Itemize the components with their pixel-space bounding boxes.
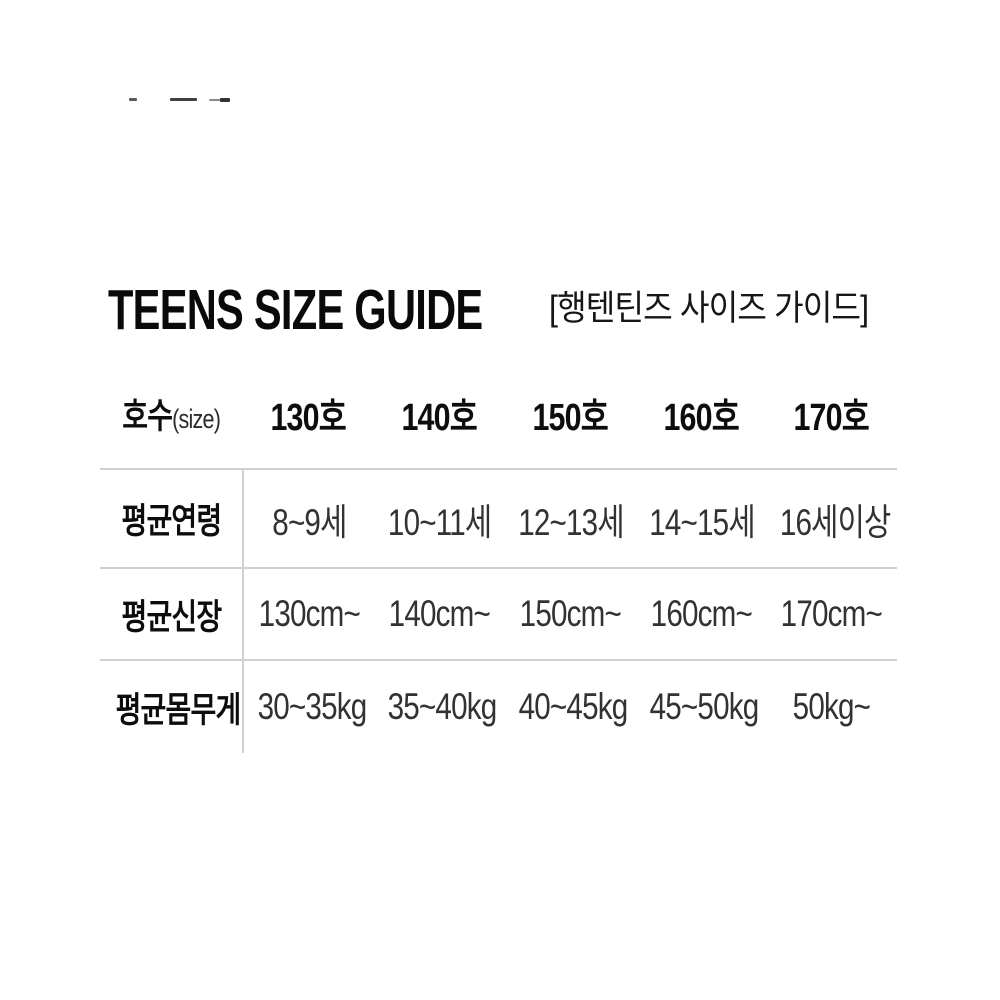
table-cell: 45~50kg [636, 659, 766, 753]
page-title: TEENS SIZE GUIDE [108, 278, 483, 342]
table-cell: 12~13세 [505, 468, 636, 568]
column-header: 130호 [270, 396, 347, 439]
table-header-row: 호수(size) 130호 140호 150호 160호 170호 [100, 370, 897, 469]
page-title-korean: [행텐틴즈 사이즈 가이드] [549, 289, 869, 328]
table-cell: 140cm~ [374, 567, 505, 660]
table-cell: 10~11세 [374, 468, 505, 568]
table-cell: 30~35kg [243, 659, 374, 753]
row-label-cell: 평균몸무게 [100, 659, 244, 753]
corner-label: 호수 [122, 396, 174, 436]
artifact-dash [129, 98, 137, 101]
table-cell: 130cm~ [243, 567, 374, 660]
table-row-average-height: 평균신장 130cm~ 140cm~ 150cm~ 160cm~ 170cm~ [100, 567, 897, 660]
column-header: 140호 [401, 396, 478, 439]
column-header: 150호 [532, 396, 609, 439]
size-guide-table: 호수(size) 130호 140호 150호 160호 170호 평균연령 8… [100, 370, 897, 753]
artifact-dash [170, 98, 197, 101]
corner-label-sub: (size) [172, 403, 221, 434]
artifact-dash [209, 99, 221, 101]
table-cell: 35~40kg [374, 659, 505, 753]
table-cell: 40~45kg [505, 659, 636, 753]
table-cell: 8~9세 [243, 468, 374, 568]
artifact-dash [220, 98, 230, 102]
table-cell: 16세이상 [766, 468, 897, 568]
table-row-average-weight: 평균몸무게 30~35kg 35~40kg 40~45kg 45~50kg 50… [100, 659, 897, 753]
table-cell: 14~15세 [636, 468, 766, 568]
row-label-cell: 평균신장 [100, 567, 244, 660]
table-cell: 50kg~ [766, 659, 897, 753]
row-label-cell: 평균연령 [100, 468, 244, 568]
table-cell: 160cm~ [636, 567, 766, 660]
column-header: 170호 [793, 396, 870, 439]
table-cell: 150cm~ [505, 567, 636, 660]
corner-cell: 호수(size) [100, 370, 243, 469]
table-row-average-age: 평균연령 8~9세 10~11세 12~13세 14~15세 16세이상 [100, 468, 897, 568]
column-header: 160호 [663, 396, 739, 439]
table-cell: 170cm~ [766, 567, 897, 660]
